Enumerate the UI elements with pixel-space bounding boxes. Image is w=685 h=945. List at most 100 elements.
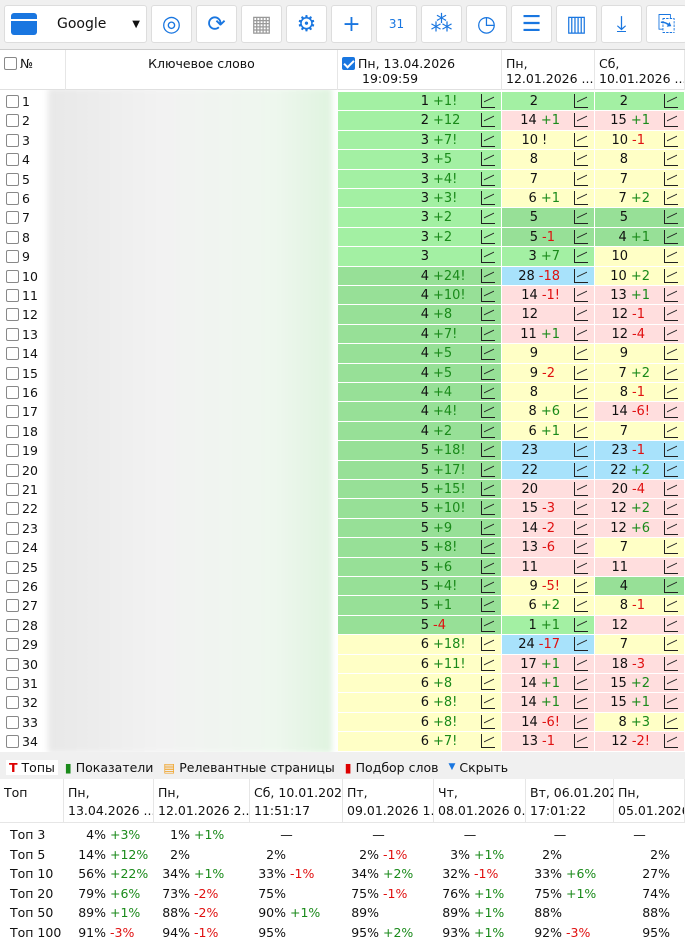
position-chart-icon[interactable]: [574, 656, 588, 671]
download-button[interactable]: ⤓: [601, 5, 642, 43]
position-cell[interactable]: 4 +5: [338, 363, 501, 382]
row-checkbox[interactable]: [6, 405, 19, 419]
position-chart-icon[interactable]: [664, 229, 678, 244]
position-chart-icon[interactable]: [481, 385, 495, 399]
search-engine-select[interactable]: Google ▼: [4, 5, 147, 43]
position-chart-icon[interactable]: [481, 268, 495, 283]
row-checkbox[interactable]: [6, 95, 19, 108]
position-cell[interactable]: 6 +2: [502, 596, 594, 615]
position-cell[interactable]: 14 -6!: [595, 402, 684, 421]
table-row[interactable]: 11 4 +10! 14 -1! 13 +1: [0, 286, 685, 305]
position-cell[interactable]: 9 -2: [502, 363, 594, 382]
position-cell[interactable]: 4: [595, 577, 684, 596]
tops-header[interactable]: Чт, 08.01.2026 0...: [434, 779, 526, 823]
position-chart-icon[interactable]: [481, 443, 495, 458]
position-cell[interactable]: 3 +7!: [338, 130, 501, 150]
table-row[interactable]: 7 3 +2 5 5: [0, 208, 685, 227]
position-cell[interactable]: 22 +2: [595, 460, 684, 479]
position-cell[interactable]: 14 -1!: [502, 286, 594, 305]
tab-tops[interactable]: T Топы: [6, 759, 58, 775]
position-chart-icon[interactable]: [664, 404, 678, 419]
position-cell[interactable]: 14 +1: [502, 111, 594, 130]
position-cell[interactable]: 12 +2: [595, 499, 684, 518]
position-cell[interactable]: 6 +8!: [338, 693, 501, 712]
header-number[interactable]: №: [0, 50, 66, 90]
position-cell[interactable]: 13 -1: [502, 732, 594, 751]
position-cell[interactable]: 12 +6: [595, 518, 684, 538]
position-chart-icon[interactable]: [481, 656, 495, 671]
position-cell[interactable]: 10 -1: [595, 130, 684, 150]
position-chart-icon[interactable]: [481, 113, 495, 128]
position-chart-icon[interactable]: [664, 579, 678, 593]
clock-button[interactable]: ◷: [466, 5, 507, 43]
position-cell[interactable]: 14 +1: [502, 674, 594, 693]
position-cell[interactable]: 7 +2: [595, 189, 684, 208]
position-chart-icon[interactable]: [481, 404, 495, 419]
table-row[interactable]: 31 6 +8 14 +1 15 +2: [0, 674, 685, 693]
position-cell[interactable]: 6 +8: [338, 674, 501, 693]
tab-bar-chart-red[interactable]: ▮ Подбор слов: [342, 760, 442, 775]
header-keyword[interactable]: Ключевое слово: [66, 50, 338, 90]
table-row[interactable]: 25 5 +6 11 11: [0, 557, 685, 577]
export-button[interactable]: ⎘: [646, 5, 685, 43]
table-row[interactable]: 3 3 +7! 10! 10 -1: [0, 130, 685, 150]
position-chart-icon[interactable]: [664, 598, 678, 613]
position-chart-icon[interactable]: [664, 617, 678, 632]
position-cell[interactable]: 3 +2: [338, 227, 501, 247]
date-1-checkbox[interactable]: [342, 57, 355, 70]
position-cell[interactable]: 8 -1: [595, 596, 684, 615]
position-cell[interactable]: 2 +12: [338, 111, 501, 130]
position-chart-icon[interactable]: [481, 171, 495, 186]
row-checkbox[interactable]: [6, 366, 19, 380]
position-cell[interactable]: 5 -4: [338, 615, 501, 635]
position-chart-icon[interactable]: [664, 637, 678, 652]
tab-document[interactable]: ▤ Релевантные страницы: [160, 760, 337, 775]
row-checkbox[interactable]: [6, 424, 19, 438]
table-row[interactable]: 17 4 +4! 8 +6 14 -6!: [0, 402, 685, 421]
position-cell[interactable]: 8: [595, 150, 684, 169]
position-cell[interactable]: 10: [595, 247, 684, 266]
position-chart-icon[interactable]: [481, 365, 495, 380]
position-cell[interactable]: 2: [502, 92, 594, 111]
position-cell[interactable]: 6 +1: [502, 421, 594, 441]
position-chart-icon[interactable]: [481, 734, 495, 749]
position-cell[interactable]: 11: [595, 557, 684, 576]
position-chart-icon[interactable]: [574, 404, 588, 419]
position-chart-icon[interactable]: [481, 617, 495, 632]
position-cell[interactable]: 12 -1: [595, 305, 684, 324]
tops-header[interactable]: Вт, 06.01.2026 17:01:22: [526, 779, 614, 823]
row-checkbox[interactable]: [6, 347, 19, 361]
position-chart-icon[interactable]: [574, 307, 588, 322]
row-checkbox[interactable]: [6, 715, 19, 729]
tab-triangle-down[interactable]: ▼ Скрыть: [445, 760, 511, 775]
position-cell[interactable]: 8: [502, 150, 594, 169]
table-settings-button[interactable]: ▦: [241, 5, 282, 43]
row-checkbox[interactable]: [6, 327, 19, 341]
position-chart-icon[interactable]: [574, 326, 588, 341]
position-cell[interactable]: 1 +1!: [338, 92, 501, 111]
position-chart-icon[interactable]: [574, 617, 588, 632]
position-cell[interactable]: 14 -6!: [502, 712, 594, 732]
position-chart-icon[interactable]: [574, 113, 588, 128]
position-cell[interactable]: 15 +1: [595, 111, 684, 130]
tops-header[interactable]: Пн, 13.04.2026 ...: [64, 779, 154, 823]
position-cell[interactable]: 5 +6: [338, 557, 501, 576]
position-chart-icon[interactable]: [574, 94, 588, 108]
position-chart-icon[interactable]: [481, 307, 495, 322]
position-cell[interactable]: 6 +8!: [338, 712, 501, 732]
position-chart-icon[interactable]: [574, 637, 588, 652]
position-chart-icon[interactable]: [574, 268, 588, 283]
position-cell[interactable]: 9 -5!: [502, 577, 594, 596]
position-cell[interactable]: 14 -2: [502, 518, 594, 538]
row-checkbox[interactable]: [6, 521, 19, 535]
position-chart-icon[interactable]: [664, 326, 678, 341]
position-cell[interactable]: 9: [502, 344, 594, 363]
position-chart-icon[interactable]: [664, 695, 678, 710]
position-chart-icon[interactable]: [481, 482, 495, 496]
position-chart-icon[interactable]: [664, 346, 678, 361]
row-checkbox[interactable]: [6, 463, 19, 477]
row-checkbox[interactable]: [6, 386, 19, 399]
row-checkbox[interactable]: [6, 657, 19, 671]
table-row[interactable]: 16 4 +4 8 8 -1: [0, 383, 685, 402]
position-cell[interactable]: 1 +1: [502, 615, 594, 635]
